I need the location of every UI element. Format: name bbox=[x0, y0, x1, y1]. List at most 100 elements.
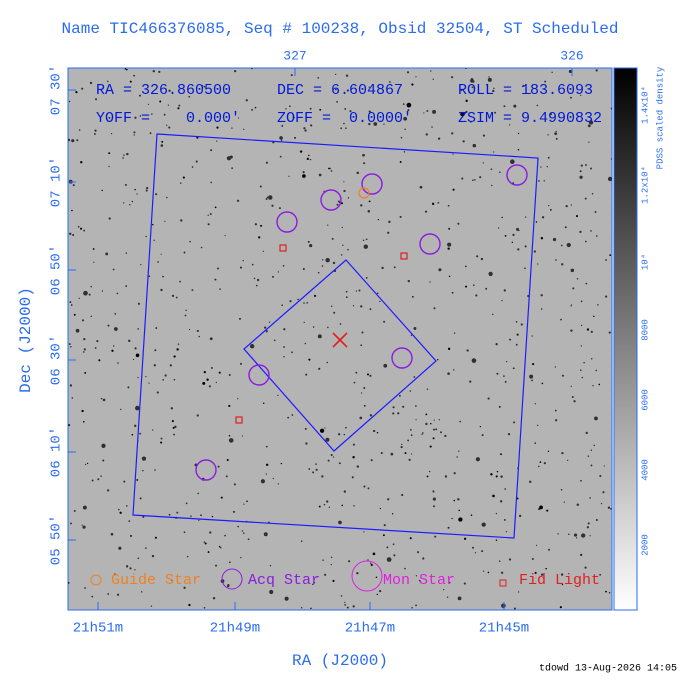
star bbox=[210, 149, 213, 152]
star bbox=[232, 510, 235, 513]
star bbox=[352, 305, 355, 307]
star bbox=[410, 434, 413, 437]
star bbox=[591, 193, 594, 195]
star bbox=[579, 553, 583, 557]
star bbox=[94, 129, 97, 132]
star bbox=[315, 463, 317, 465]
star bbox=[129, 567, 132, 570]
star bbox=[251, 263, 254, 266]
star bbox=[228, 434, 231, 437]
star bbox=[452, 153, 454, 155]
star bbox=[580, 94, 582, 97]
star bbox=[561, 374, 564, 377]
star bbox=[422, 557, 425, 560]
star bbox=[169, 364, 172, 367]
star bbox=[448, 227, 451, 230]
star bbox=[377, 219, 380, 221]
star bbox=[171, 294, 175, 297]
star bbox=[183, 586, 186, 589]
star bbox=[504, 380, 507, 383]
star bbox=[317, 334, 322, 339]
star bbox=[219, 288, 221, 290]
star bbox=[417, 551, 420, 554]
star bbox=[96, 340, 99, 343]
star bbox=[134, 347, 137, 350]
star bbox=[120, 408, 122, 411]
star bbox=[517, 132, 520, 135]
star bbox=[570, 329, 573, 332]
star bbox=[482, 134, 486, 137]
star bbox=[73, 509, 76, 512]
star bbox=[473, 284, 475, 286]
star bbox=[593, 444, 595, 447]
star bbox=[68, 423, 71, 427]
title: Name TIC466376085, Seq # 100238, Obsid 3… bbox=[62, 20, 619, 38]
star bbox=[429, 445, 432, 448]
star bbox=[368, 110, 371, 113]
star bbox=[398, 394, 401, 397]
star bbox=[341, 504, 344, 507]
star bbox=[554, 132, 558, 136]
star bbox=[451, 132, 454, 135]
star bbox=[539, 505, 543, 510]
star bbox=[207, 551, 210, 553]
star bbox=[291, 351, 293, 354]
star bbox=[356, 171, 359, 175]
star-field bbox=[68, 68, 612, 610]
star bbox=[402, 405, 405, 408]
star bbox=[579, 170, 582, 173]
star bbox=[111, 349, 114, 352]
star bbox=[515, 320, 518, 323]
star bbox=[289, 300, 292, 303]
y-label: Dec (J2000) bbox=[17, 287, 35, 393]
star bbox=[157, 261, 159, 263]
star bbox=[346, 89, 349, 92]
star bbox=[309, 107, 312, 110]
star bbox=[386, 557, 392, 562]
star bbox=[368, 122, 371, 126]
star bbox=[541, 308, 543, 310]
star bbox=[453, 472, 456, 475]
star bbox=[68, 581, 70, 584]
star bbox=[207, 214, 209, 216]
star bbox=[531, 379, 533, 382]
star bbox=[279, 136, 283, 140]
star bbox=[451, 517, 453, 520]
star bbox=[264, 326, 267, 329]
star bbox=[551, 71, 553, 74]
star bbox=[474, 552, 477, 554]
star bbox=[389, 81, 391, 83]
star bbox=[162, 275, 164, 278]
star bbox=[152, 223, 154, 226]
star bbox=[304, 427, 307, 430]
star bbox=[294, 136, 296, 139]
star bbox=[291, 414, 294, 416]
star bbox=[570, 204, 572, 206]
star bbox=[170, 579, 173, 581]
star bbox=[151, 429, 154, 431]
star bbox=[91, 595, 94, 598]
star bbox=[179, 280, 181, 283]
star bbox=[481, 550, 484, 553]
star bbox=[377, 292, 379, 294]
star bbox=[137, 328, 139, 330]
star bbox=[100, 397, 103, 400]
star bbox=[369, 308, 372, 311]
star bbox=[145, 187, 149, 190]
star bbox=[581, 376, 584, 379]
star bbox=[116, 593, 120, 596]
star bbox=[207, 223, 210, 226]
star bbox=[415, 405, 417, 407]
star bbox=[388, 220, 391, 224]
star bbox=[555, 419, 558, 422]
star bbox=[107, 324, 110, 327]
star bbox=[326, 500, 329, 503]
star bbox=[370, 459, 373, 462]
star bbox=[284, 596, 289, 601]
star bbox=[474, 179, 476, 181]
star bbox=[304, 129, 307, 132]
star bbox=[579, 175, 583, 179]
star bbox=[333, 311, 336, 314]
star bbox=[362, 239, 365, 242]
star bbox=[589, 497, 591, 499]
